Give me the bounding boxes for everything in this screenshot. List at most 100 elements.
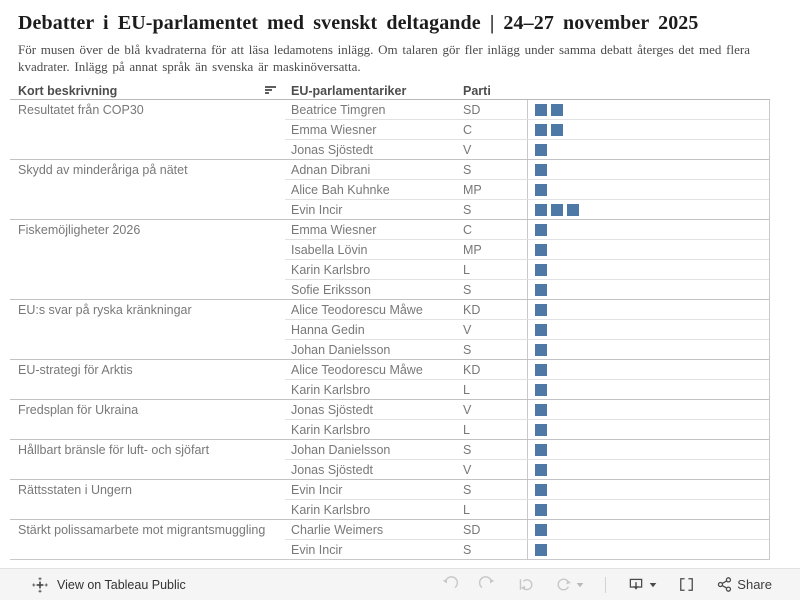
squares-cell	[527, 320, 769, 339]
member-row: Alice Teodorescu Måwe KD	[285, 300, 769, 319]
member-name: Isabella Lövin	[291, 242, 368, 257]
member-name: Alice Teodorescu Måwe	[291, 302, 423, 317]
table-body: Resultatet från COP30 Beatrice Timgren S…	[10, 100, 770, 560]
debate-entry-square[interactable]	[535, 163, 547, 176]
debate-group: Hållbart bränsle för luft- och sjöfart J…	[10, 439, 769, 479]
debate-entry-square[interactable]	[535, 343, 547, 356]
refresh-button[interactable]	[555, 576, 584, 593]
view-on-tableau-public-link[interactable]: View on Tableau Public	[0, 576, 186, 593]
debate-entry-square[interactable]	[535, 103, 547, 116]
member-name: Emma Wiesner	[291, 122, 377, 137]
undo-icon	[441, 576, 459, 593]
member-party: C	[463, 122, 473, 137]
share-button[interactable]: Share	[716, 576, 772, 593]
member-row: Emma Wiesner C	[285, 119, 769, 139]
member-row: Karin Karlsbro L	[285, 419, 769, 439]
debate-label: Rättsstaten i Ungern	[18, 483, 132, 497]
member-row: Sofie Eriksson S	[285, 279, 769, 299]
member-name: Emma Wiesner	[291, 222, 377, 237]
debate-entry-square[interactable]	[535, 283, 547, 296]
member-row: Karin Karlsbro L	[285, 379, 769, 399]
debate-group: Fiskemöjligheter 2026 Emma Wiesner C Isa…	[10, 219, 769, 299]
toolbar-separator	[605, 576, 607, 593]
squares-cell	[527, 340, 769, 359]
debate-entry-square[interactable]	[535, 363, 547, 376]
debate-entry-square[interactable]	[535, 183, 547, 196]
debate-label: Skydd av minderåriga på nätet	[18, 163, 188, 177]
view-on-tableau-public-label: View on Tableau Public	[57, 577, 186, 592]
squares-cell	[527, 100, 769, 119]
debate-entry-square[interactable]	[535, 423, 547, 436]
debate-entry-square[interactable]	[535, 203, 547, 216]
member-party: S	[463, 342, 472, 357]
column-header-label: Parti	[463, 84, 491, 98]
download-icon	[627, 576, 645, 593]
sort-descending-icon[interactable]	[265, 86, 277, 96]
debate-entry-square[interactable]	[567, 203, 579, 216]
debate-entry-square[interactable]	[535, 463, 547, 476]
debate-group: Stärkt polissamarbete mot migrantsmuggli…	[10, 519, 769, 559]
undo-button[interactable]	[441, 576, 459, 593]
replay-button[interactable]	[517, 576, 534, 593]
debate-entry-square[interactable]	[535, 523, 547, 536]
debate-entry-square[interactable]	[535, 443, 547, 456]
debate-label: Fredsplan för Ukraina	[18, 403, 139, 417]
member-name: Evin Incir	[291, 542, 343, 557]
member-name: Evin Incir	[291, 202, 343, 217]
member-party: S	[463, 162, 472, 177]
group-rows: Alice Teodorescu Måwe KD Karin Karlsbro …	[285, 360, 769, 399]
member-name: Evin Incir	[291, 482, 343, 497]
redo-icon	[479, 576, 496, 593]
fullscreen-button[interactable]	[678, 576, 695, 593]
squares-cell	[527, 120, 769, 139]
debate-group: Fredsplan för Ukraina Jonas Sjöstedt V K…	[10, 399, 769, 439]
member-name: Sofie Eriksson	[291, 282, 371, 297]
member-party: KD	[463, 362, 481, 377]
viz-subtitle: För musen över de blå kvadraterna för at…	[18, 42, 750, 74]
debate-entry-square[interactable]	[535, 143, 547, 156]
download-button[interactable]	[627, 576, 657, 593]
squares-cell	[527, 420, 769, 439]
member-row: Alice Teodorescu Måwe KD	[285, 360, 769, 379]
column-header-parti[interactable]: Parti	[457, 84, 527, 98]
member-party: SD	[463, 522, 481, 537]
debate-group: Skydd av minderåriga på nätet Adnan Dibr…	[10, 159, 769, 219]
member-name: Karin Karlsbro	[291, 422, 371, 437]
squares-cell	[527, 300, 769, 319]
debate-entry-square[interactable]	[535, 323, 547, 336]
debate-entry-square[interactable]	[535, 503, 547, 516]
column-header-kort-beskrivning[interactable]: Kort beskrivning	[10, 84, 285, 98]
squares-cell	[527, 180, 769, 199]
column-header-eu-parlamentariker[interactable]: EU-parlamentariker	[285, 84, 457, 98]
debate-entry-square[interactable]	[535, 303, 547, 316]
debate-label: Stärkt polissamarbete mot migrantsmuggli…	[18, 523, 266, 537]
squares-cell	[527, 460, 769, 479]
member-row: Jonas Sjöstedt V	[285, 400, 769, 419]
squares-cell	[527, 500, 769, 519]
debate-entry-square[interactable]	[535, 483, 547, 496]
debate-entry-square[interactable]	[551, 103, 563, 116]
debate-group: Resultatet från COP30 Beatrice Timgren S…	[10, 100, 769, 159]
debate-entry-square[interactable]	[535, 383, 547, 396]
member-party: L	[463, 382, 470, 397]
squares-cell	[527, 480, 769, 499]
member-party: MP	[463, 242, 482, 257]
member-name: Charlie Weimers	[291, 522, 384, 537]
page-title: Debatter i EU-parlamentet med svenskt de…	[18, 12, 699, 34]
debate-entry-square[interactable]	[535, 243, 547, 256]
group-rows: Emma Wiesner C Isabella Lövin MP Karin K…	[285, 220, 769, 299]
debate-entry-square[interactable]	[535, 223, 547, 236]
debate-entry-square[interactable]	[535, 123, 547, 136]
debate-entry-square[interactable]	[551, 203, 563, 216]
group-rows: Adnan Dibrani S Alice Bah Kuhnke MP Evin…	[285, 160, 769, 219]
member-party: S	[463, 482, 472, 497]
debate-entry-square[interactable]	[551, 123, 563, 136]
debate-entry-square[interactable]	[535, 543, 547, 556]
debate-group: EU-strategi för Arktis Alice Teodorescu …	[10, 359, 769, 399]
group-rows: Alice Teodorescu Måwe KD Hanna Gedin V J…	[285, 300, 769, 359]
member-row: Evin Incir S	[285, 199, 769, 219]
squares-cell	[527, 360, 769, 379]
redo-button[interactable]	[479, 576, 496, 593]
debate-entry-square[interactable]	[535, 403, 547, 416]
debate-entry-square[interactable]	[535, 263, 547, 276]
